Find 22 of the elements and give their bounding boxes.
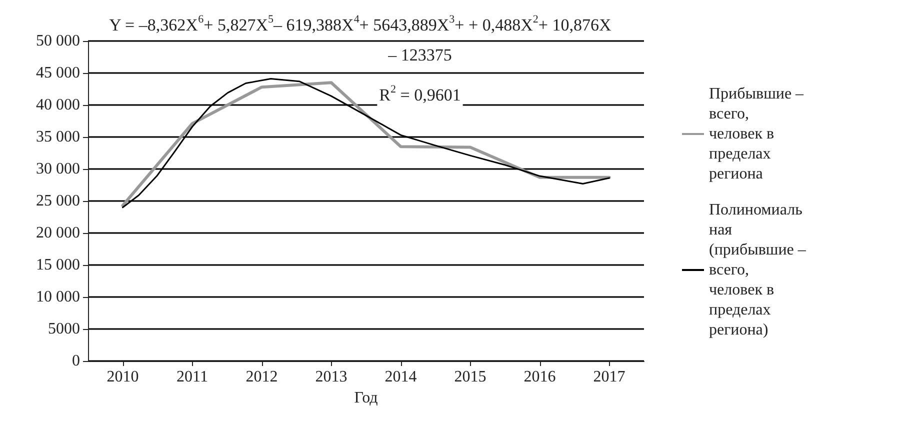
x-tick-label: 2011: [176, 368, 208, 386]
y-tick-label: 5000: [48, 320, 80, 338]
legend-label: Прибывшие – всего, человек в пределах региона: [709, 86, 808, 182]
x-tick-label: 2016: [524, 368, 556, 386]
y-tick-label: 35 000: [36, 128, 80, 146]
y-tick-label: 25 000: [36, 192, 80, 210]
x-tick-label: 2010: [106, 368, 139, 386]
x-tick-label: 2013: [315, 368, 348, 386]
y-tick-label: 10 000: [36, 288, 80, 306]
x-tick-label: 2014: [384, 368, 417, 386]
x-axis-title: Год: [354, 389, 378, 406]
y-tick-label: 30 000: [36, 160, 80, 178]
y-tick-label: 15 000: [36, 256, 80, 274]
y-tick-label: 0: [72, 352, 80, 370]
y-tick-label: 40 000: [36, 96, 80, 114]
x-tick-label: 2012: [246, 368, 278, 386]
legend-label: Полиномиальная (прибывшие – всего, человек в пределах региона): [709, 202, 810, 338]
y-tick-label: 20 000: [36, 224, 80, 242]
y-tick-label: 45 000: [36, 64, 80, 82]
x-tick-label: 2017: [593, 368, 626, 386]
x-tick-label: 2015: [454, 368, 486, 386]
y-tick-label: 50 000: [36, 32, 80, 50]
